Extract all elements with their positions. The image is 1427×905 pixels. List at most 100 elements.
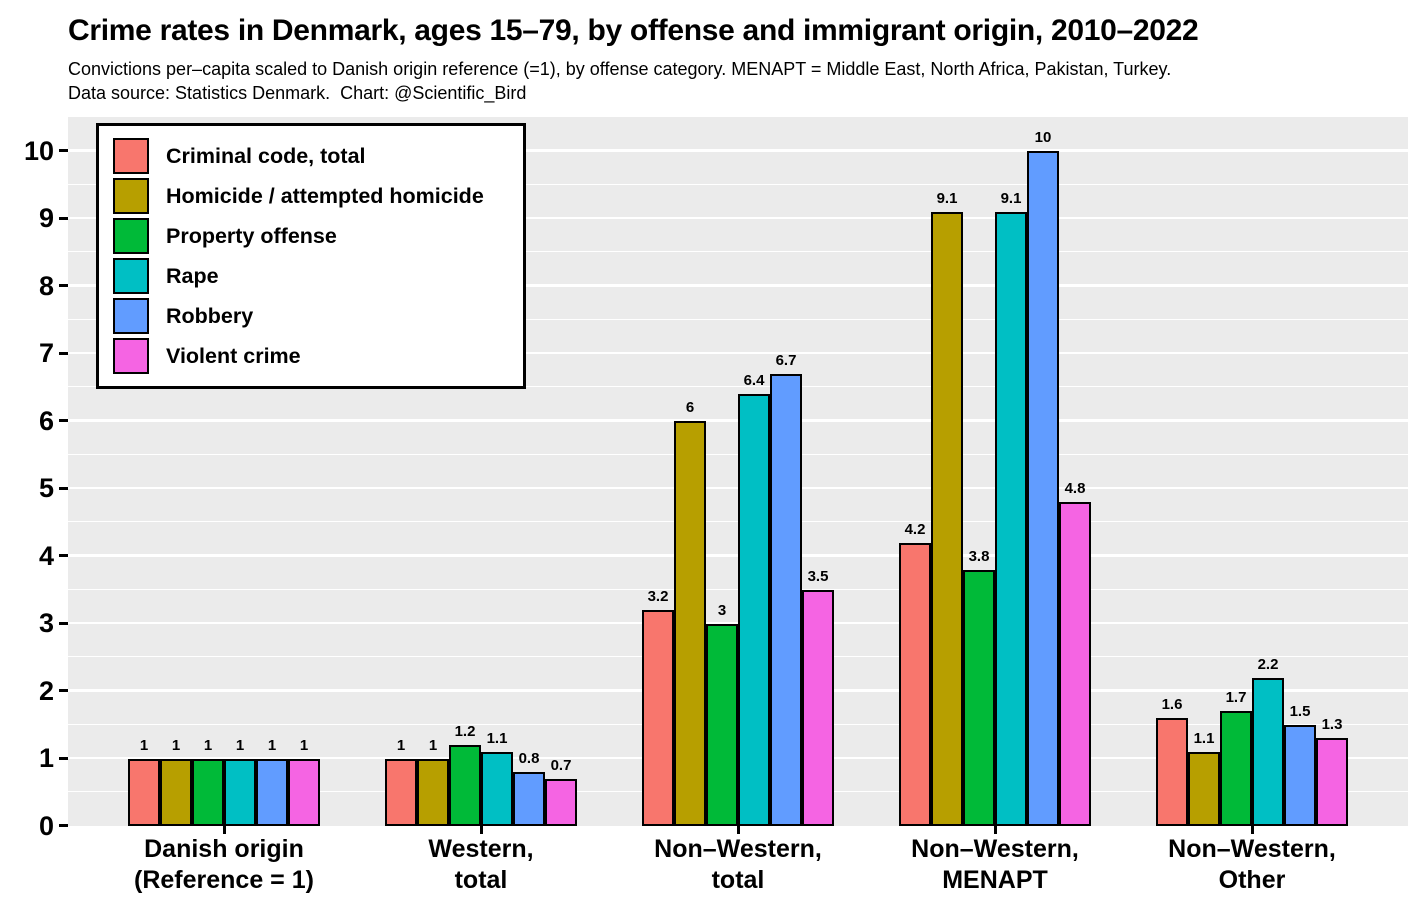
y-axis-tick bbox=[59, 486, 68, 490]
legend-label: Rape bbox=[166, 263, 219, 288]
chart-title: Crime rates in Denmark, ages 15–79, by o… bbox=[68, 14, 1199, 47]
legend-item: Violent crime bbox=[113, 336, 523, 376]
legend-item: Homicide / attempted homicide bbox=[113, 176, 523, 216]
x-axis-group-label-line2: Other bbox=[1218, 866, 1286, 894]
x-axis-group-label-line2: MENAPT bbox=[942, 866, 1048, 894]
bar-value-label: 1 bbox=[299, 736, 309, 754]
bar-value-label: 1 bbox=[203, 736, 213, 754]
chart-subtitle: Convictions per–capita scaled to Danish … bbox=[68, 58, 1171, 105]
gridline-minor bbox=[68, 386, 1408, 388]
bar-value-label: 4.2 bbox=[904, 520, 926, 538]
y-axis-tick bbox=[59, 554, 68, 557]
bar-value-label: 10 bbox=[1034, 129, 1052, 146]
bar bbox=[738, 394, 770, 826]
bar bbox=[160, 758, 192, 826]
bar-value-label: 6.4 bbox=[743, 372, 765, 389]
y-axis-tick bbox=[59, 689, 68, 692]
y-axis-tick bbox=[59, 284, 68, 287]
legend-label: Property offense bbox=[166, 223, 337, 248]
bar bbox=[1284, 724, 1316, 826]
bar bbox=[899, 542, 931, 826]
x-axis-group-label: Non–Western, total bbox=[568, 834, 908, 896]
bar bbox=[417, 758, 449, 826]
bar-value-label: 1.1 bbox=[486, 729, 508, 747]
x-axis-group-label-line1: Western, bbox=[428, 835, 534, 863]
bar-value-label: 1.5 bbox=[1289, 702, 1311, 720]
bar-value-label: 1.7 bbox=[1225, 689, 1247, 707]
gridline-major bbox=[68, 284, 1408, 287]
bar-value-label: 1 bbox=[267, 736, 277, 754]
gridline-major bbox=[68, 149, 1408, 152]
bar-value-label: 1 bbox=[139, 736, 149, 754]
bar bbox=[931, 211, 963, 826]
bar-value-label: 1.2 bbox=[454, 723, 476, 740]
x-axis-tick bbox=[736, 826, 740, 834]
bar bbox=[963, 569, 995, 826]
x-axis-group-label-line2: (Reference = 1) bbox=[134, 866, 314, 894]
bar bbox=[1316, 738, 1348, 826]
gridline-minor bbox=[68, 251, 1408, 253]
legend-item: Robbery bbox=[113, 296, 523, 336]
bar-value-label: 1 bbox=[428, 736, 438, 754]
bar bbox=[770, 373, 802, 826]
y-axis-tick-label: 7 bbox=[38, 338, 54, 368]
bar bbox=[802, 589, 834, 826]
legend-swatch bbox=[113, 218, 149, 254]
legend-label: Criminal code, total bbox=[166, 143, 366, 168]
bar bbox=[128, 758, 160, 826]
bar bbox=[1156, 718, 1188, 826]
x-axis-group-label: Non–Western, Other bbox=[1082, 834, 1422, 896]
y-axis-tick-label: 6 bbox=[38, 405, 54, 436]
bar bbox=[513, 772, 545, 826]
x-axis-group-label-line2: total bbox=[711, 866, 765, 894]
bar-value-label: 3.2 bbox=[647, 588, 669, 605]
bar-value-label: 1 bbox=[396, 736, 406, 754]
bar-value-label: 3.5 bbox=[807, 567, 829, 585]
bar-value-label: 3 bbox=[717, 601, 727, 619]
legend-swatch bbox=[113, 338, 149, 374]
bar-value-label: 0.7 bbox=[550, 756, 572, 774]
x-axis-group-label-line1: Non–Western, bbox=[911, 835, 1079, 863]
x-axis-group-label: Danish origin (Reference = 1) bbox=[54, 834, 394, 896]
bar-value-label: 4.8 bbox=[1064, 480, 1086, 497]
y-axis-tick-label: 3 bbox=[38, 608, 54, 638]
bar-value-label: 1 bbox=[171, 736, 181, 754]
bar-value-label: 0.8 bbox=[518, 750, 540, 767]
legend-swatch bbox=[113, 298, 149, 334]
bar bbox=[288, 758, 320, 826]
bar bbox=[1188, 751, 1220, 826]
bar bbox=[545, 778, 577, 826]
y-axis-tick-label: 4 bbox=[38, 540, 54, 571]
legend-item: Criminal code, total bbox=[113, 136, 523, 176]
gridline-major bbox=[68, 216, 1408, 220]
y-axis-tick-label: 10 bbox=[23, 135, 54, 166]
bar bbox=[481, 751, 513, 826]
y-axis-tick bbox=[59, 824, 68, 827]
bar-value-label: 9.1 bbox=[936, 189, 958, 207]
y-axis-tick-label: 5 bbox=[38, 473, 54, 503]
y-axis-tick bbox=[59, 351, 68, 355]
bar bbox=[642, 610, 674, 826]
x-axis-group-label-line1: Non–Western, bbox=[654, 835, 822, 863]
bar bbox=[256, 758, 288, 826]
bar-value-label: 9.1 bbox=[1000, 189, 1022, 207]
legend-swatch bbox=[113, 178, 149, 214]
gridline-minor bbox=[68, 318, 1408, 320]
gridline-major bbox=[68, 351, 1408, 355]
x-axis-group-label: Non–Western, MENAPT bbox=[825, 834, 1165, 896]
bar-value-label: 1 bbox=[235, 736, 245, 754]
y-axis-tick-label: 8 bbox=[38, 270, 54, 301]
legend-swatch bbox=[113, 138, 149, 174]
bar bbox=[1027, 151, 1059, 826]
bar bbox=[1059, 502, 1091, 826]
x-axis-tick bbox=[993, 826, 997, 834]
legend: Criminal code, total Homicide / attempted… bbox=[96, 123, 526, 389]
bar-value-label: 1.3 bbox=[1321, 716, 1343, 734]
legend-label: Violent crime bbox=[166, 343, 301, 368]
bar bbox=[1252, 677, 1284, 826]
bar bbox=[674, 421, 706, 826]
bar bbox=[995, 211, 1027, 826]
gridline-minor bbox=[68, 183, 1408, 185]
bar-value-label: 6 bbox=[685, 399, 695, 416]
